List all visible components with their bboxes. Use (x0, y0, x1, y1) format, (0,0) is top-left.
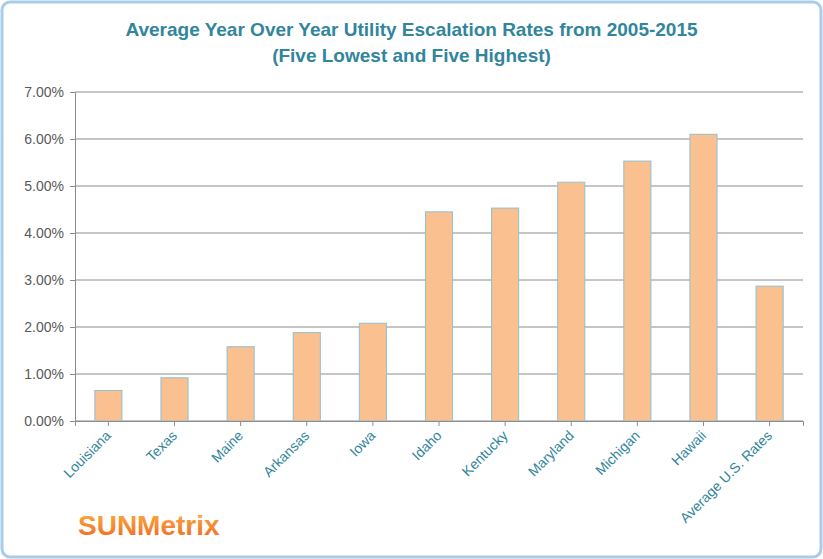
bar (359, 323, 386, 421)
y-tick: 3.00% (24, 272, 75, 288)
bar (227, 347, 254, 421)
bar (293, 333, 320, 421)
title: Average Year Over Year Utility Escalatio… (125, 19, 698, 40)
subtitle: (Five Lowest and Five Highest) (272, 45, 551, 66)
y-tick: 1.00% (24, 366, 75, 382)
grid-line (75, 92, 803, 93)
x-tick-label: Idaho (408, 427, 444, 463)
bar (161, 378, 188, 421)
x-tick-mark (108, 421, 109, 426)
y-tick-label: 7.00% (24, 84, 64, 100)
x-tick-mark (372, 421, 373, 426)
x-tick: Iowa (346, 421, 378, 460)
x-tick: Maine (208, 421, 246, 466)
bar (425, 212, 452, 421)
x-tick-mark (174, 421, 175, 426)
x-tick-mark (240, 421, 241, 426)
y-tick-label: 4.00% (24, 225, 64, 241)
bar (95, 390, 122, 421)
logo: SUNMetrix (78, 510, 220, 541)
bar (624, 161, 651, 421)
x-tick: Idaho (408, 421, 444, 463)
bar (492, 208, 519, 421)
x-tick-mark (505, 421, 506, 426)
y-tick: 6.00% (24, 131, 75, 147)
x-tick: Arkansas (260, 421, 313, 480)
y-axis-line (70, 93, 76, 422)
x-tick-label: Louisiana (60, 427, 114, 481)
y-tick-mark (70, 92, 75, 93)
x-tick-mark (571, 421, 572, 426)
x-tick-label: Maine (208, 427, 246, 465)
y-tick-label: 2.00% (24, 319, 64, 335)
x-tick: Michigan (592, 421, 643, 478)
y-tick-mark (70, 421, 75, 422)
y-tick-mark (70, 186, 75, 187)
x-tick-mark (637, 421, 638, 426)
bar (558, 182, 585, 421)
bars (95, 134, 783, 421)
x-tick: Texas (143, 421, 180, 464)
x-tick-mark (439, 421, 440, 426)
y-tick: 4.00% (24, 225, 75, 241)
x-tick-label: Texas (143, 427, 180, 464)
x-tick-label: Iowa (346, 427, 378, 459)
y-tick: 2.00% (24, 319, 75, 335)
x-tick-label: Arkansas (260, 427, 313, 480)
x-tick: Maryland (525, 421, 577, 479)
grid (75, 92, 803, 421)
x-tick-mark (703, 421, 704, 426)
bar (690, 134, 717, 421)
y-tick-mark (70, 139, 75, 140)
x-tick-mark (769, 421, 770, 426)
plot: 0.00% 1.00% 2.00% 3.00% 4.00% 5.00% 6.00% 7.00%… (24, 84, 803, 526)
y-tick-mark (70, 327, 75, 328)
y-tick: 0.00% (24, 413, 75, 429)
x-tick-label: Maryland (525, 427, 577, 479)
x-tick: Kentucky (459, 421, 511, 479)
x-tick-label: Michigan (592, 427, 643, 478)
x-tick-label: Kentucky (459, 427, 511, 479)
y-tick: 5.00% (24, 178, 75, 194)
x-tick: Average U.S. Rates (677, 421, 776, 526)
y-tick-label: 1.00% (24, 366, 64, 382)
y-tick-label: 5.00% (24, 178, 64, 194)
bar (756, 286, 783, 421)
y-tick-label: 6.00% (24, 131, 64, 147)
y-tick-label: 0.00% (24, 413, 64, 429)
y-tick-mark (70, 233, 75, 234)
x-tick-mark (306, 421, 307, 426)
y-tick-mark (70, 280, 75, 281)
chart: Average Year Over Year Utility Escalatio… (0, 0, 823, 559)
y-tick-label: 3.00% (24, 272, 64, 288)
x-tick-label: Average U.S. Rates (677, 427, 776, 526)
x-tick: Hawaii (668, 421, 709, 468)
x-tick: Louisiana (60, 421, 114, 481)
y-tick: 7.00% (24, 84, 75, 100)
y-axis: 0.00% 1.00% 2.00% 3.00% 4.00% 5.00% 6.00% 7.00% (24, 84, 75, 429)
frame (2, 2, 821, 557)
x-axis-line (76, 422, 804, 427)
y-tick-mark (70, 374, 75, 375)
x-tick-label: Hawaii (668, 427, 709, 468)
